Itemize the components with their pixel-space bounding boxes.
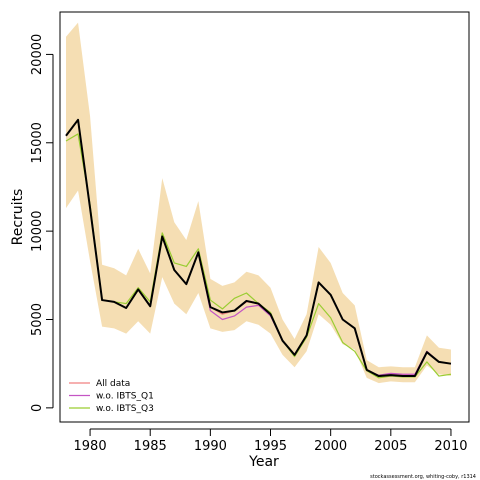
x-tick-label: 1995 bbox=[254, 439, 287, 454]
y-tick-label: 0 bbox=[30, 404, 45, 412]
y-tick-label: 5000 bbox=[30, 303, 45, 336]
legend: All data w.o. IBTS_Q1 w.o. IBTS_Q3 bbox=[69, 379, 154, 414]
y-tick-label: 10000 bbox=[30, 210, 45, 251]
x-tick-label: 1980 bbox=[74, 439, 107, 454]
y-axis: 0 5000 10000 15000 20000 bbox=[30, 34, 54, 412]
x-axis: 1980 1985 1990 1995 2000 2005 2010 bbox=[74, 428, 468, 454]
series-line-1 bbox=[65, 119, 452, 376]
legend-label: All data bbox=[96, 379, 130, 389]
x-tick-label: 1985 bbox=[134, 439, 167, 454]
x-tick-label: 2005 bbox=[374, 439, 407, 454]
series-layer bbox=[65, 118, 452, 379]
confidence-band bbox=[66, 22, 451, 384]
series-line-2 bbox=[65, 133, 452, 379]
legend-label: w.o. IBTS_Q3 bbox=[96, 404, 154, 414]
y-axis-title: Recruits bbox=[10, 189, 26, 246]
footnote: stockassessment.org, whiting-coby, r1314 bbox=[370, 474, 476, 480]
y-tick-label: 20000 bbox=[30, 34, 45, 75]
y-tick-label: 15000 bbox=[30, 122, 45, 163]
series-line-3 bbox=[65, 118, 452, 378]
plot-frame bbox=[59, 11, 470, 423]
x-tick-label: 2010 bbox=[434, 439, 467, 454]
series-line-0 bbox=[65, 119, 452, 377]
legend-label: w.o. IBTS_Q1 bbox=[96, 392, 154, 402]
x-tick-label: 2000 bbox=[314, 439, 347, 454]
x-axis-title: Year bbox=[248, 454, 279, 470]
x-tick-label: 1990 bbox=[194, 439, 227, 454]
